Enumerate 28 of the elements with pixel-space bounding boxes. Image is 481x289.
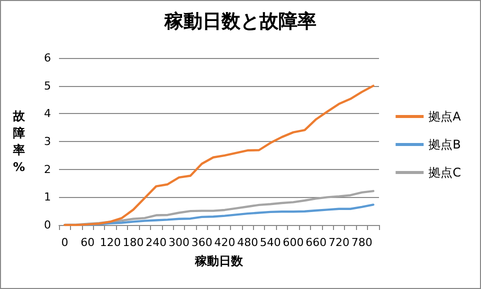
x-tick-label: 720 [328,236,350,249]
y-tick-label: 0 [44,218,51,232]
y-tick-label: 2 [44,162,51,176]
x-tick-label: 180 [122,236,144,249]
legend-label: 拠点A [428,110,462,124]
line-series [64,84,374,226]
x-tick-label: 120 [100,236,121,249]
x-tick-label: 660 [306,236,327,249]
x-tick-label: 240 [146,236,167,249]
x-tick-label: 600 [282,236,304,249]
x-tick-label: 60 [80,236,95,249]
legend-label: 拠点C [428,166,462,180]
legend-label: 拠点B [428,138,461,152]
x-axis-title: 稼動日数 [194,254,244,268]
x-tick-label: 0 [61,236,68,249]
x-tick-label: 300 [168,236,190,249]
y-tick-label: 3 [44,135,51,148]
x-tick-label: 420 [214,236,236,249]
x-tick-label: 540 [260,236,281,249]
x-tick-label: 360 [191,236,212,249]
chart-title: 稼動日数と故障率 [164,10,316,32]
y-tick-label: 5 [44,79,51,92]
y-tick-label: 4 [44,107,51,120]
x-tick-label: 480 [237,236,258,249]
y-tick-label: 6 [44,52,51,64]
y-tick-label: 1 [44,190,51,204]
x-tick-label: 780 [351,236,372,249]
y-axis-title: 故障率% [12,109,26,174]
